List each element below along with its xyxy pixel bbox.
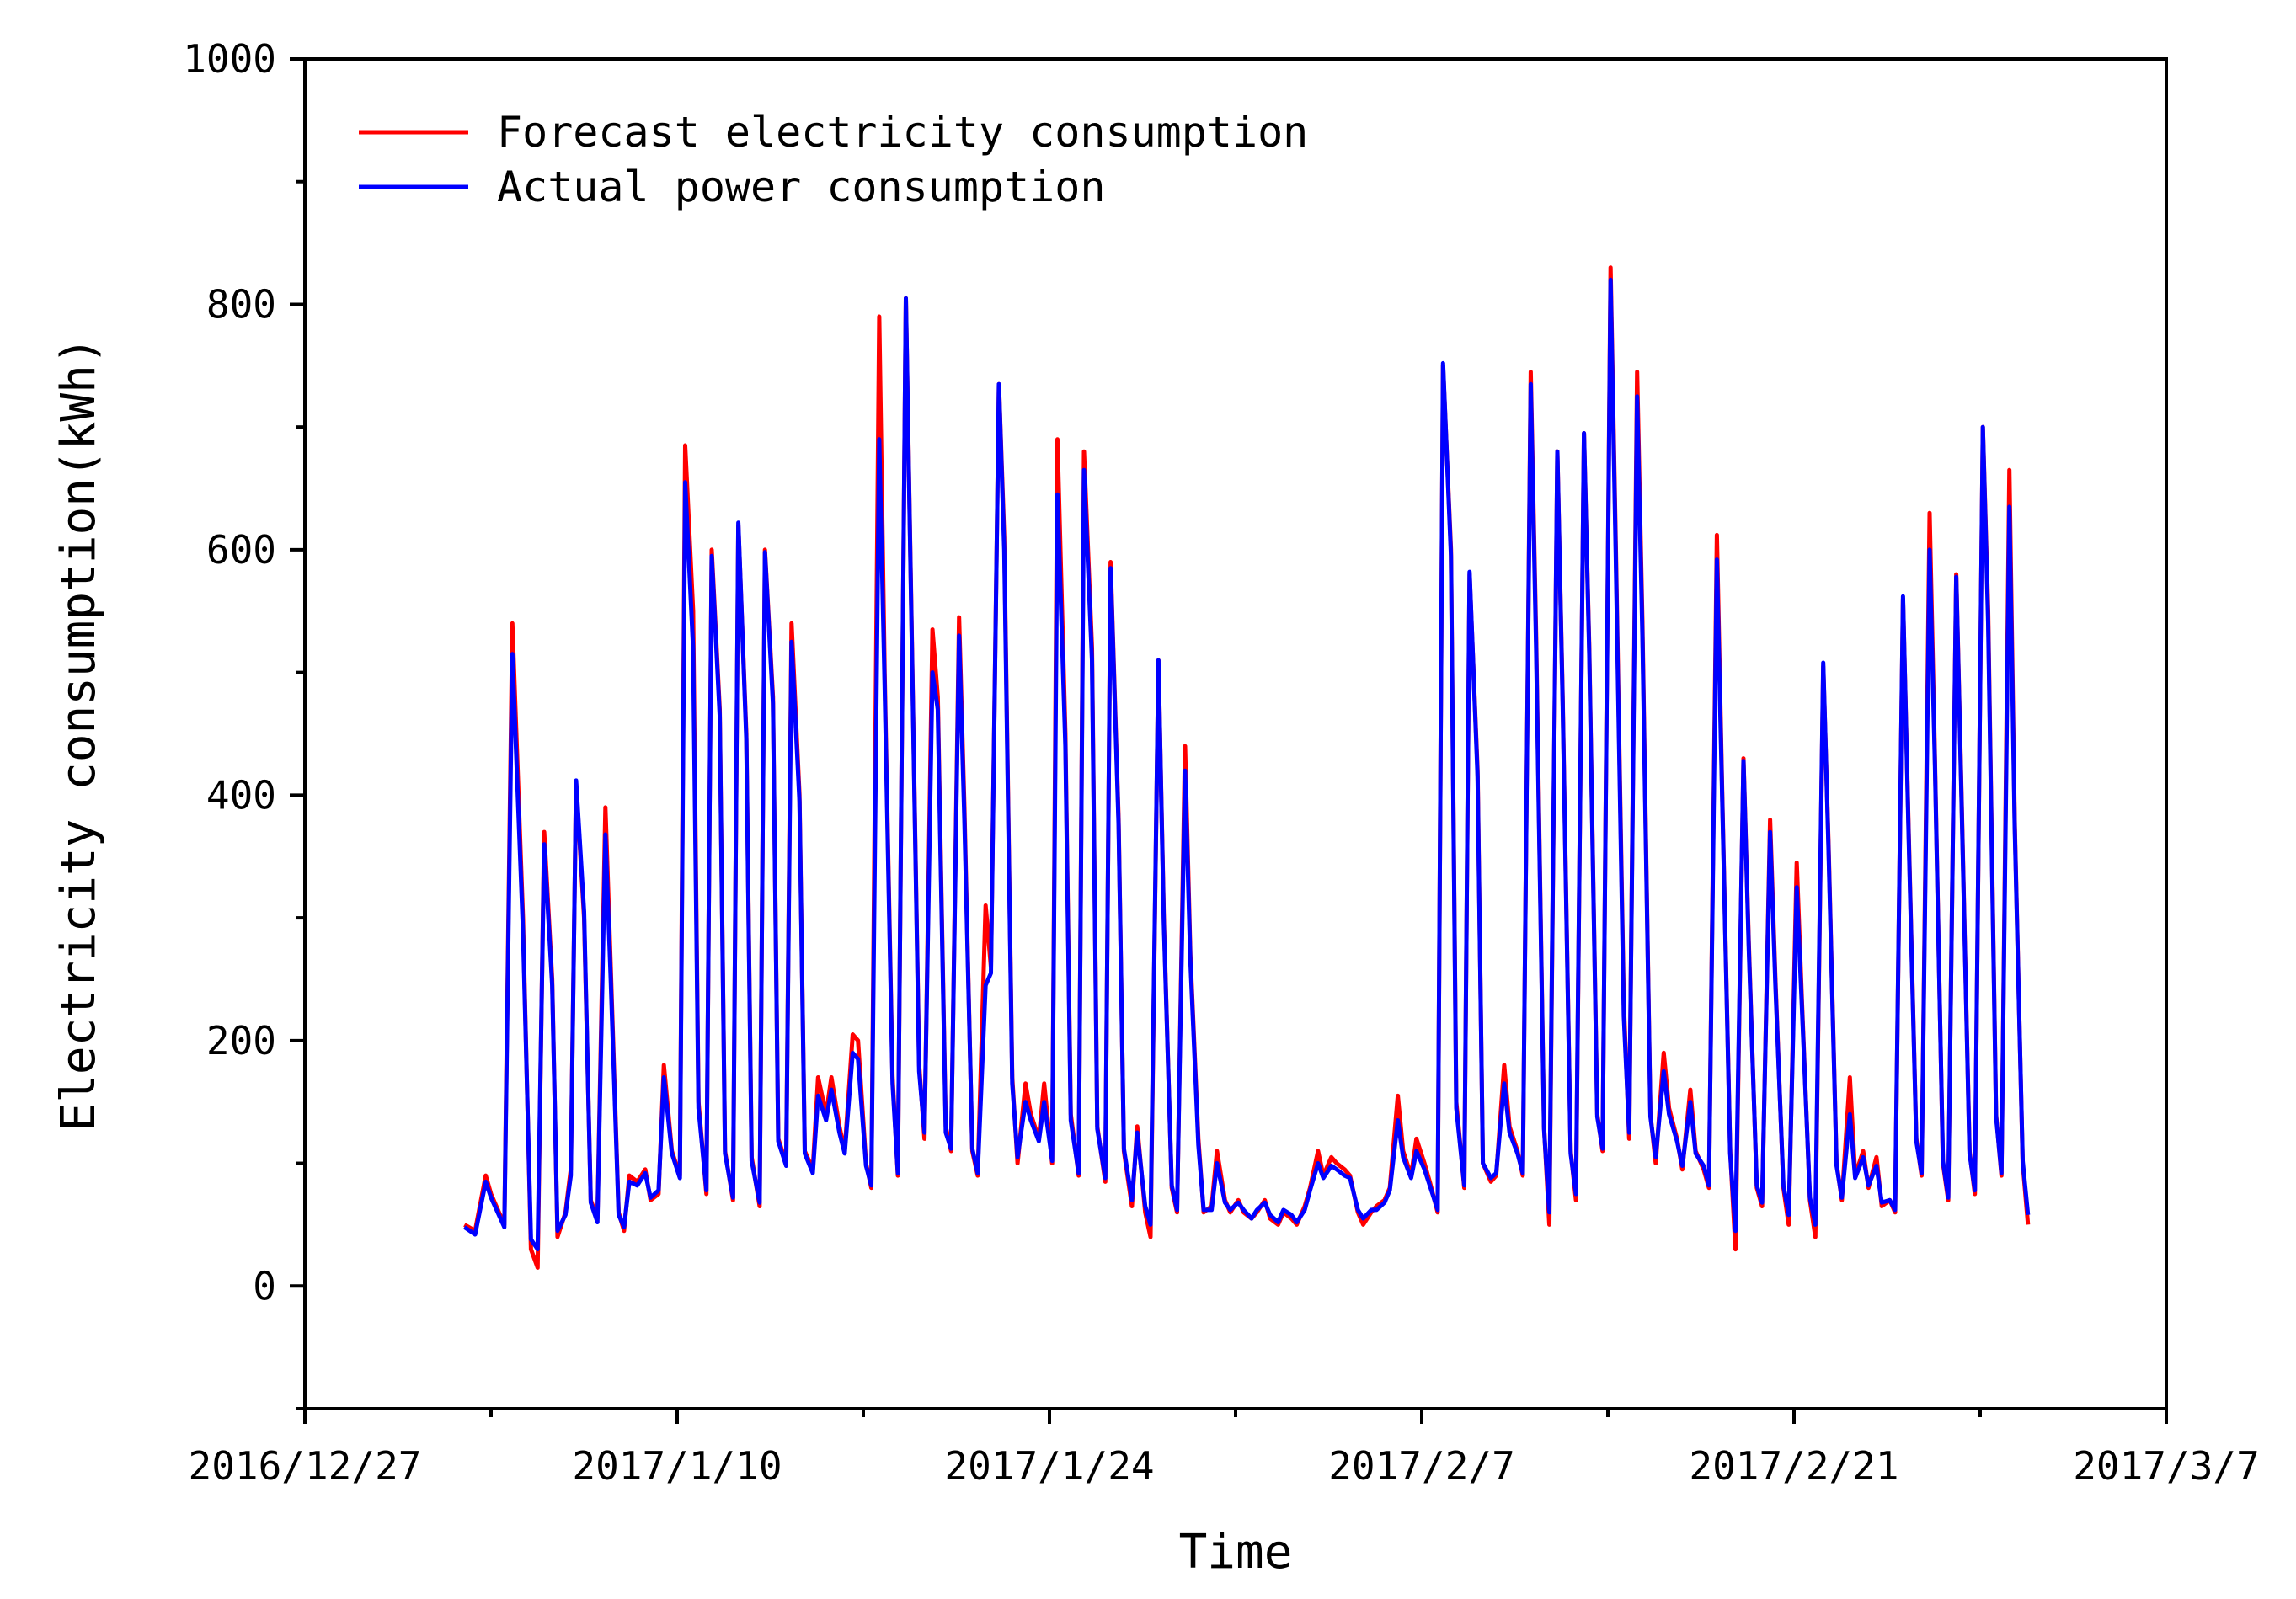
legend: Forecast electricity consumption Actual …: [359, 108, 1308, 211]
x-tick-label: 2016/12/27: [189, 1443, 422, 1489]
x-tick-label: 2017/2/7: [1328, 1443, 1515, 1489]
y-tick-label: 400: [206, 772, 276, 818]
y-tick-label: 800: [206, 281, 276, 327]
y-tick-label: 600: [206, 527, 276, 573]
series-layer: [462, 265, 2031, 1270]
plot-area: [303, 57, 2168, 1410]
x-tick-label: 2017/1/24: [944, 1443, 1154, 1489]
x-axis-title: Time: [1179, 1525, 1293, 1580]
y-tick-label: 200: [206, 1018, 276, 1063]
y-axis-ticks: 0 200 400 600 800 1000: [183, 36, 305, 1410]
x-axis-ticks: 2016/12/27 2017/1/10 2017/1/24 2017/2/7 2017…: [189, 1409, 2260, 1489]
y-tick-label: 0: [253, 1263, 276, 1309]
series-line-actual: [462, 277, 2031, 1252]
x-tick-label: 2017/1/10: [572, 1443, 782, 1489]
y-tick-label: 1000: [183, 36, 276, 82]
legend-label-forecast: Forecast electricity consumption: [497, 108, 1308, 157]
x-tick-label: 2017/2/21: [1689, 1443, 1898, 1489]
legend-label-actual: Actual power consumption: [497, 163, 1105, 211]
x-tick-label: 2017/3/7: [2073, 1443, 2260, 1489]
y-axis-title: Electricity consumption(kWh): [51, 336, 106, 1131]
